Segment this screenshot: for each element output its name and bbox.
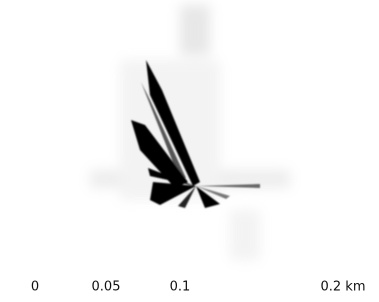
scale-bar: 0 0.05 0.1 0.2 km	[31, 280, 366, 295]
scale-label: 0	[31, 280, 39, 295]
scale-label: 0.05	[92, 280, 121, 295]
scale-label: 0.2 km	[321, 280, 366, 295]
scale-label: 0.1	[170, 280, 191, 295]
map-view: 0 0.05 0.1 0.2 km	[0, 0, 379, 302]
background-haze	[90, 5, 290, 260]
page: 0 0.05 0.1 0.2 km (() => { const data = …	[0, 0, 379, 302]
